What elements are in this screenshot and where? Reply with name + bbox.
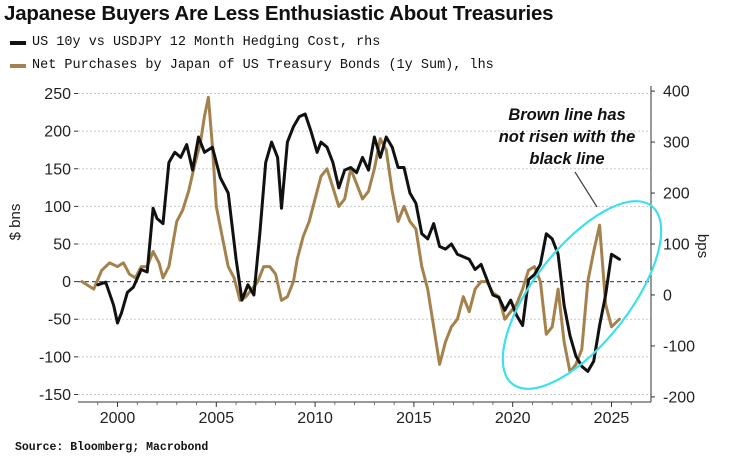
annotation-line: black line: [529, 150, 604, 168]
legend-swatch-hedge: [10, 40, 26, 45]
y-right-tick-label: 400: [663, 84, 690, 101]
y-right-tick-label: 200: [663, 186, 690, 203]
y-left-tick-label: 50: [53, 237, 71, 254]
y-right-axis-label: bps: [694, 234, 711, 258]
x-tick-label: 2005: [199, 410, 235, 427]
y-left-tick-label: 100: [44, 199, 71, 216]
y-left-tick-label: 0: [62, 274, 71, 291]
source-note: Source: Bloomberg; Macrobond: [15, 441, 209, 454]
series-line-net-purchases: [80, 95, 621, 374]
y-right-tick-label: 100: [663, 237, 690, 254]
y-right-tick-label: -100: [663, 338, 695, 355]
annotation-line: not risen with the: [499, 128, 636, 146]
legend-item-hedge: US 10y vs USDJPY 12 Month Hedging Cost, …: [10, 35, 380, 50]
x-tick-label: 2020: [495, 410, 531, 427]
x-tick-label: 2015: [396, 410, 432, 427]
y-left-tick-label: -100: [39, 349, 71, 366]
legend-swatch-purchases: [10, 63, 26, 68]
y-left-tick-label: 150: [44, 161, 71, 178]
legend-item-purchases: Net Purchases by Japan of US Treasury Bo…: [10, 58, 494, 73]
x-tick-label: 2010: [297, 410, 333, 427]
annotation-pointer: [574, 171, 598, 208]
highlight-ellipse: [501, 200, 663, 390]
chart-title: Japanese Buyers Are Less Enthusiastic Ab…: [4, 2, 554, 25]
y-right-tick-label: 300: [663, 135, 690, 152]
y-left-tick-label: 250: [44, 86, 71, 103]
y-left-axis-label: $ bns: [7, 204, 24, 241]
legend-label-hedge: US 10y vs USDJPY 12 Month Hedging Cost, …: [32, 35, 381, 50]
y-right-tick-label: -200: [663, 389, 695, 406]
y-left-tick-label: 200: [44, 124, 71, 141]
legend-label-purchases: Net Purchases by Japan of US Treasury Bo…: [32, 58, 494, 73]
series-line-hedge-cost: [96, 112, 621, 373]
x-tick-label: 2025: [594, 410, 630, 427]
y-left-tick-label: -150: [39, 387, 71, 404]
annotation-line: Brown line has: [508, 106, 625, 124]
y-right-tick-label: 0: [663, 287, 672, 304]
x-tick-label: 2000: [100, 410, 136, 427]
y-left-tick-label: -50: [48, 312, 71, 329]
